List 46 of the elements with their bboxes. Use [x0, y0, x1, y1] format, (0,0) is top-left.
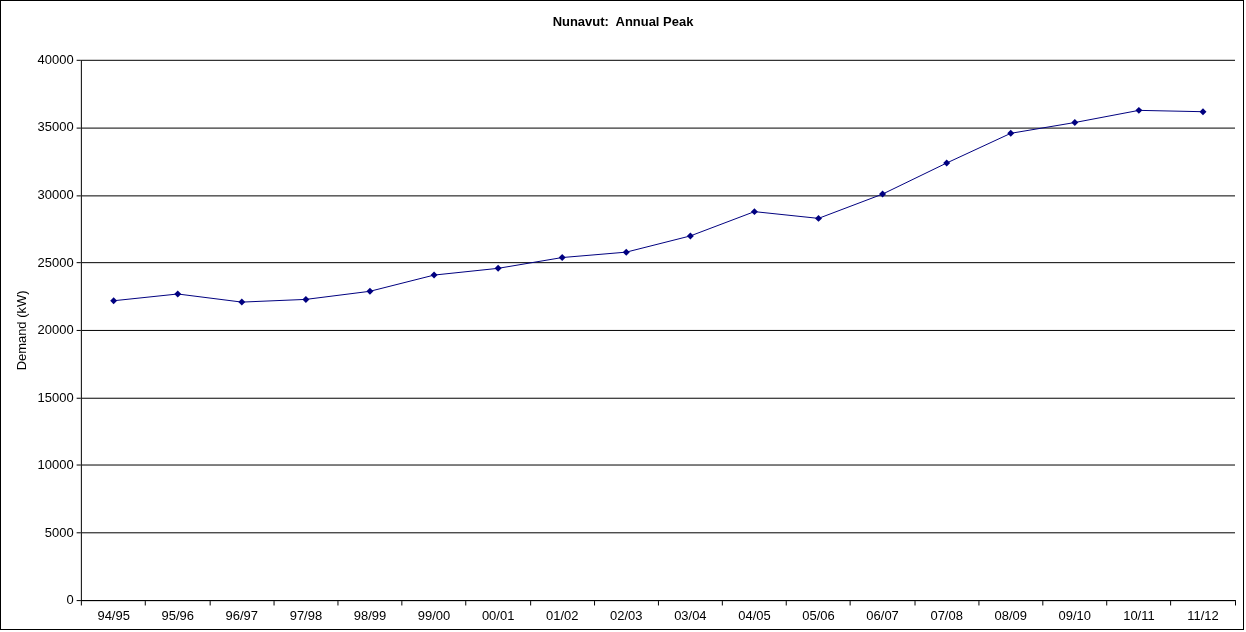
x-tick-label: 10/11 [1123, 607, 1155, 623]
y-axis-title: Demand (kW) [14, 290, 30, 371]
point [110, 297, 118, 305]
y-tick-label: 20000 [37, 322, 74, 338]
y-tick-label: 40000 [37, 51, 74, 67]
x-tick-label: 08/09 [994, 607, 1027, 623]
y-tick-label: 10000 [37, 457, 74, 473]
point [943, 159, 951, 167]
point [558, 254, 566, 262]
x-tick-label: 07/08 [930, 607, 963, 623]
point [238, 298, 246, 306]
point [686, 232, 694, 240]
y-tick-label: 15000 [37, 389, 74, 405]
y-tick-label: 25000 [37, 254, 74, 270]
point [879, 190, 887, 198]
y-tick-label: 0 [66, 592, 74, 608]
x-tick-label: 09/10 [1058, 607, 1092, 623]
x-tick-label: 95/96 [161, 607, 194, 623]
x-tick-label: 99/00 [417, 607, 451, 623]
point [1135, 106, 1143, 114]
point [815, 214, 822, 222]
point [1007, 129, 1015, 137]
point [366, 287, 374, 295]
x-tick-label: 05/06 [802, 607, 835, 623]
y-tick-label: 30000 [37, 187, 74, 202]
chart-title: Nunavut: Annual Peak [552, 14, 695, 30]
x-tick-label: 01/02 [545, 607, 579, 623]
point [1071, 119, 1079, 127]
y-tick-label: 5000 [44, 524, 74, 540]
point [430, 271, 438, 279]
y-tick-label: 35000 [37, 119, 74, 135]
x-tick-label: 96/97 [225, 607, 259, 623]
x-tick-label: 04/05 [738, 607, 771, 623]
point [174, 290, 182, 298]
point [622, 248, 630, 256]
x-tick-label: 98/99 [353, 607, 387, 623]
x-tick-label: 11/12 [1187, 607, 1219, 623]
x-tick-label: 94/95 [97, 607, 130, 623]
x-tick-label: 00/01 [481, 607, 515, 623]
x-tick-label: 02/03 [610, 607, 643, 623]
point [1199, 108, 1207, 116]
x-tick-label: 03/04 [674, 607, 707, 623]
x-tick-label: 06/07 [866, 607, 899, 623]
point [750, 208, 758, 216]
x-tick-label: 97/98 [289, 607, 323, 623]
point [494, 264, 502, 272]
